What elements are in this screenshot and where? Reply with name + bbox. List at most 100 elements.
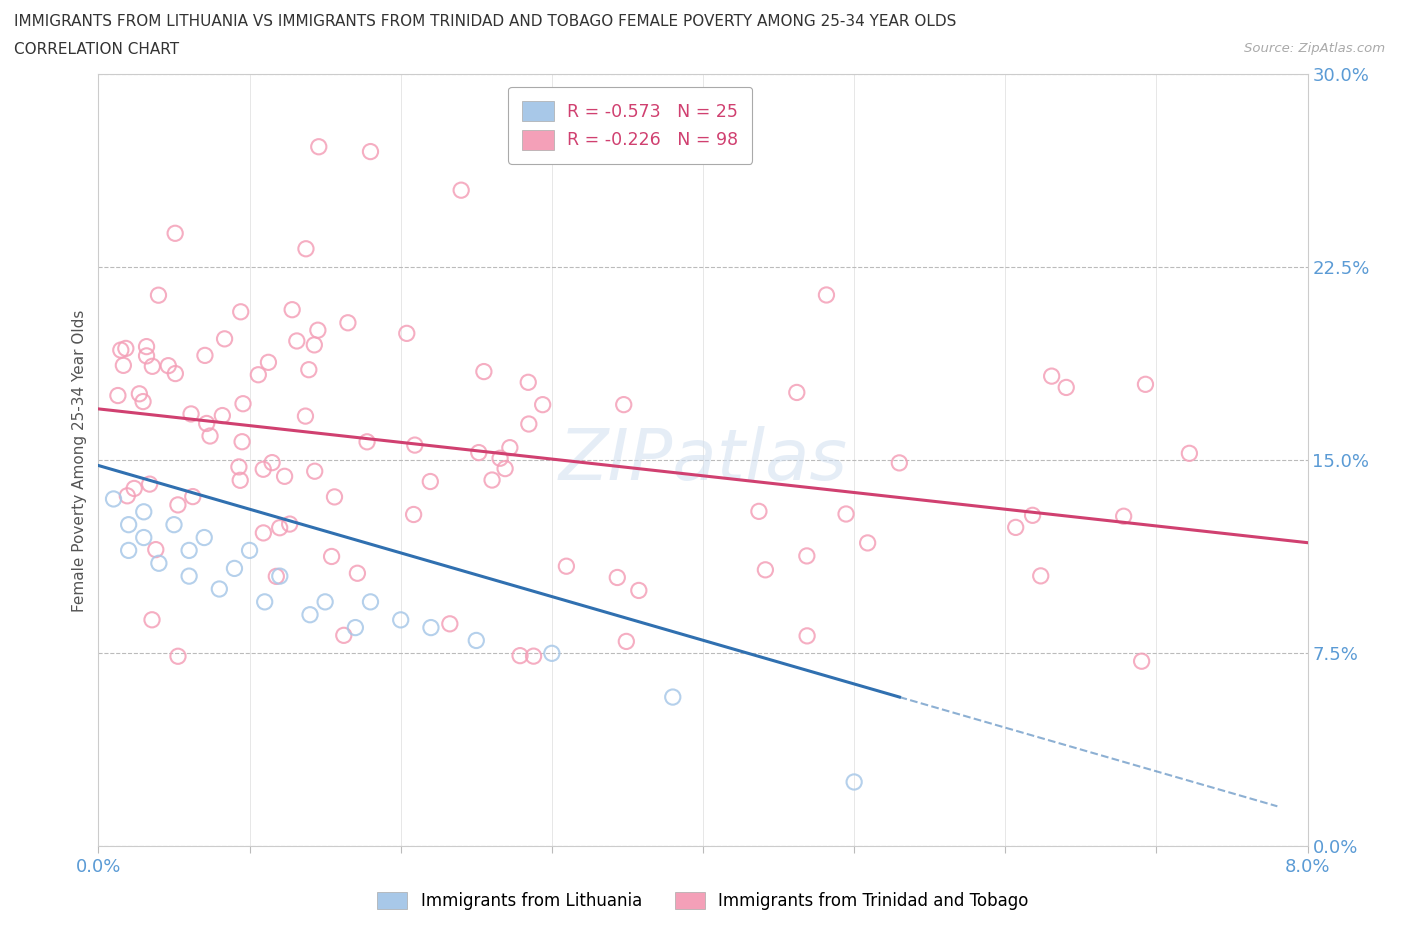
Point [835,507,858,522]
Point [389,613,412,628]
Point [107,388,129,403]
Point [402,507,425,522]
Point [531,397,554,412]
Point [314,594,336,609]
Point [613,397,636,412]
Point [321,549,343,564]
Legend: Immigrants from Lithuania, Immigrants from Trinidad and Tobago: Immigrants from Lithuania, Immigrants fr… [371,885,1035,917]
Point [786,385,808,400]
Point [252,525,274,540]
Point [247,367,270,382]
Point [336,315,359,330]
Point [360,594,382,609]
Point [465,633,488,648]
Point [135,339,157,354]
Point [167,649,190,664]
Point [181,489,204,504]
Point [180,406,202,421]
Point [1004,520,1026,535]
Point [141,359,163,374]
Point [229,304,252,319]
Point [252,462,274,477]
Point [165,226,187,241]
Point [194,348,217,363]
Point [509,648,531,663]
Point [232,396,254,411]
Point [229,472,252,487]
Point [135,349,157,364]
Point [344,620,367,635]
Point [239,543,262,558]
Point [118,543,141,558]
Point [145,542,167,557]
Point [148,287,170,302]
Point [540,646,562,661]
Point [522,649,544,664]
Point [118,517,141,532]
Text: IMMIGRANTS FROM LITHUANIA VS IMMIGRANTS FROM TRINIDAD AND TOBAGO FEMALE POVERTY : IMMIGRANTS FROM LITHUANIA VS IMMIGRANTS … [14,14,956,29]
Point [481,472,503,487]
Point [294,408,316,423]
Point [754,563,776,578]
Point [167,498,190,512]
Point [165,366,187,381]
Point [420,620,443,635]
Point [1112,509,1135,524]
Point [295,241,318,256]
Point [1054,380,1077,395]
Point [489,451,512,466]
Point [308,140,330,154]
Point [132,394,155,409]
Point [1021,508,1043,523]
Legend: R = -0.573   N = 25, R = -0.226   N = 98: R = -0.573 N = 25, R = -0.226 N = 98 [509,86,752,164]
Point [208,581,231,596]
Point [157,358,180,373]
Point [468,445,491,460]
Point [517,375,540,390]
Text: CORRELATION CHART: CORRELATION CHART [14,42,179,57]
Point [257,355,280,370]
Point [112,358,135,373]
Point [228,459,250,474]
Point [796,549,818,564]
Point [304,464,326,479]
Point [128,386,150,401]
Point [148,556,170,571]
Point [1178,445,1201,460]
Point [333,628,356,643]
Point [278,517,301,532]
Point [748,504,770,519]
Point [494,461,516,476]
Point [114,341,136,356]
Point [517,417,540,432]
Point [1040,368,1063,383]
Point [214,331,236,346]
Point [356,434,378,449]
Point [262,455,284,470]
Point [499,440,522,455]
Point [323,489,346,504]
Point [211,408,233,423]
Point [224,561,246,576]
Point [307,323,329,338]
Point [419,474,441,489]
Point [889,456,911,471]
Point [285,334,308,349]
Point [103,491,125,506]
Point [269,568,291,584]
Point [661,690,683,705]
Point [1029,568,1052,583]
Point [555,559,578,574]
Point [856,536,879,551]
Point [537,136,560,151]
Point [141,612,163,627]
Point [138,477,160,492]
Point [472,365,495,379]
Point [1130,654,1153,669]
Point [179,568,201,584]
Point [117,488,139,503]
Point [606,570,628,585]
Point [627,583,650,598]
Point [395,326,418,340]
Point [1135,377,1157,392]
